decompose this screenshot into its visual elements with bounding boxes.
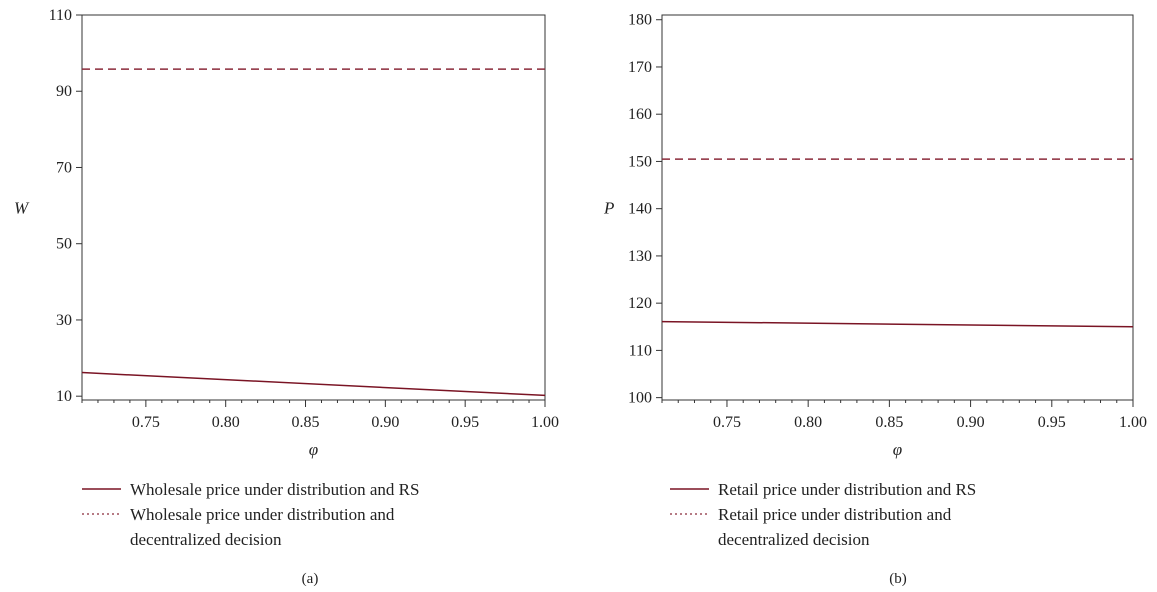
y-tick-label-b: 110: [629, 342, 652, 359]
x-tick-label-b: 0.80: [794, 414, 822, 431]
y-tick-label-b: 120: [628, 295, 652, 312]
x-tick-label-b: 1.00: [1119, 414, 1147, 431]
caption-b: (b): [889, 571, 907, 587]
y-tick-label-a: 30: [56, 312, 72, 329]
y-tick-label-a: 10: [56, 388, 72, 405]
x-tick-label-b: 0.75: [713, 414, 741, 431]
y-tick-label-b: 140: [628, 201, 652, 218]
y-axis-label-a: W: [14, 199, 30, 218]
y-tick-label-a: 110: [49, 7, 72, 24]
legend-b-dotted-label-line1: Retail price under distribution and: [718, 505, 952, 524]
x-tick-label-a: 0.90: [371, 414, 399, 431]
y-tick-label-b: 100: [628, 390, 652, 407]
x-tick-label-b: 0.90: [957, 414, 985, 431]
x-axis-label-b: φ: [893, 440, 902, 459]
y-tick-label-b: 150: [628, 153, 652, 170]
series-line-a-rs: [81, 371, 546, 397]
caption-a: (a): [302, 571, 319, 587]
y-axis-label-b: P: [603, 199, 614, 218]
x-tick-label-b: 0.85: [875, 414, 903, 431]
y-tick-label-b: 130: [628, 248, 652, 265]
series-line-b-rs: [661, 320, 1134, 328]
y-tick-label-a: 70: [56, 159, 72, 176]
y-tick-label-a: 90: [56, 83, 72, 100]
chart-b: 100 110 120 130 140 150 160 170 180 0.75 0.80 0.85 0…: [603, 12, 1147, 459]
legend-b-dotted-label-line2: decentralized decision: [718, 530, 870, 549]
y-tick-label-b: 160: [628, 106, 652, 123]
plot-frame-a: [81, 14, 546, 401]
x-tick-label-a: 0.75: [132, 414, 160, 431]
x-tick-label-b: 0.95: [1038, 414, 1066, 431]
x-tick-label-a: 0.85: [292, 414, 320, 431]
x-tick-label-a: 0.95: [451, 414, 479, 431]
legend-a-dotted-label-line1: Wholesale price under distribution and: [130, 505, 395, 524]
x-axis-label-a: φ: [309, 440, 318, 459]
y-tick-label-a: 50: [56, 236, 72, 253]
x-tick-label-a: 1.00: [531, 414, 559, 431]
plot-frame-b: [661, 14, 1134, 401]
x-tick-label-a: 0.80: [212, 414, 240, 431]
legend-a: Wholesale price under distribution and R…: [82, 480, 419, 549]
legend-a-dotted-label-line2: decentralized decision: [130, 530, 282, 549]
panel-b: 100 110 120 130 140 150 160 170 180 0.75 0.80 0.85 0…: [603, 12, 1147, 587]
legend-b: Retail price under distribution and RS R…: [670, 480, 976, 549]
y-tick-label-b: 180: [628, 12, 652, 29]
y-tick-label-b: 170: [628, 59, 652, 76]
chart-a: 10 30 50 70 90 110 0.75 0.80 0.85 0.90 0.95 1.00 Wφ: [14, 7, 559, 459]
legend-a-solid-label: Wholesale price under distribution and R…: [130, 480, 419, 499]
legend-b-solid-label: Retail price under distribution and RS: [718, 480, 976, 499]
